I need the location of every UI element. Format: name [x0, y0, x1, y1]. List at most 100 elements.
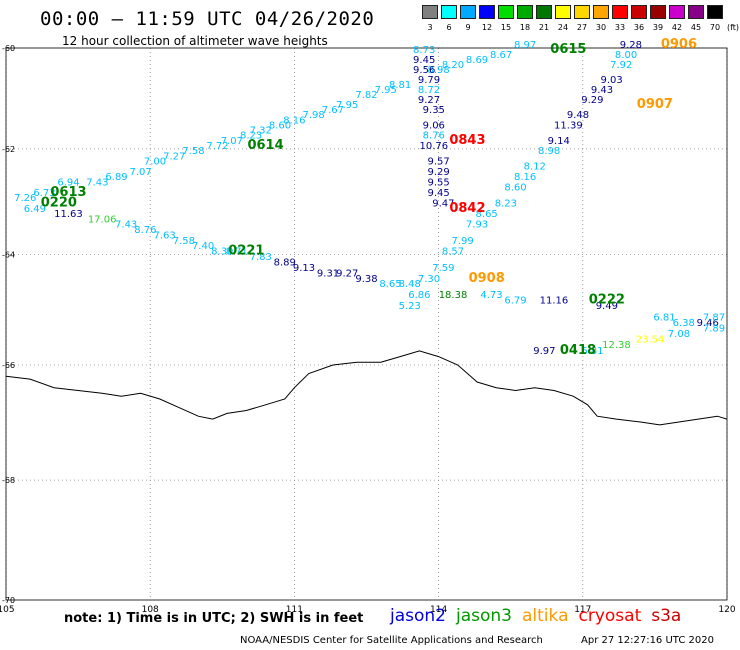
lat-label: -66 [2, 361, 15, 370]
wave-height-reading: 7.30 [418, 274, 440, 285]
wave-height-reading: 9.29 [427, 167, 449, 178]
scale-swatch-18 [517, 5, 533, 19]
wave-height-reading: 18.38 [439, 290, 468, 301]
wave-height-reading: 7.43 [86, 177, 108, 188]
scale-label-3: 3 [427, 23, 433, 32]
wave-height-reading: 7.40 [192, 241, 214, 252]
wave-height-reading: 7.95 [336, 100, 358, 111]
wave-height-reading: 9.29 [581, 95, 603, 106]
wave-height-reading: 6.94 [57, 177, 79, 188]
wave-height-reading: 8.98 [538, 146, 560, 157]
wave-height-reading: 6.73 [33, 188, 55, 199]
scale-label-45: 45 [690, 23, 702, 32]
wave-height-reading: 7.58 [182, 146, 204, 157]
lat-label: -60 [2, 44, 15, 53]
pass-time-label: 0906 [661, 37, 697, 52]
lon-label: 105 [0, 605, 15, 615]
scale-swatch-6 [441, 5, 457, 19]
wave-height-reading: 8.98 [427, 65, 449, 76]
scale-label-18: 18 [519, 23, 531, 32]
scale-swatch-30 [593, 5, 609, 19]
wave-height-reading: 7.07 [129, 167, 151, 178]
wave-height-reading: 12.38 [602, 340, 631, 351]
wave-height-reading: 9.57 [427, 156, 449, 167]
coastline-path [5, 350, 728, 426]
pass-time-label: 0615 [550, 42, 586, 57]
satellite-altika: altika [522, 606, 569, 626]
pass-time-label: 0221 [228, 244, 264, 259]
pass-time-label: 0222 [589, 293, 625, 308]
wave-height-reading: 9.35 [423, 105, 445, 116]
wave-height-reading: 6.38 [673, 318, 695, 329]
pass-time-label: 0843 [449, 133, 485, 148]
pass-time-label: 0907 [637, 97, 673, 112]
wave-height-reading: 7.26 [14, 193, 36, 204]
scale-swatch-24 [555, 5, 571, 19]
scale-label-27: 27 [576, 23, 588, 32]
wave-height-reading: 9.28 [620, 40, 642, 51]
wave-height-reading: 7.58 [173, 236, 195, 247]
wave-height-reading: 8.76 [423, 131, 445, 142]
wave-height-reading: 7.83 [250, 252, 272, 263]
wave-height-reading: 8.48 [399, 279, 421, 290]
satellite-cryosat: cryosat [578, 606, 642, 626]
wave-height-reading: 8.65 [379, 279, 401, 290]
wave-height-reading: 7.93 [466, 220, 488, 231]
wave-height-reading: 8.81 [389, 80, 411, 91]
wave-height-reading: 8.60 [504, 183, 526, 194]
wave-height-reading: 9.27 [418, 95, 440, 106]
scale-unit: (ft) [726, 23, 740, 32]
satellite-jason2: jason2 [390, 606, 446, 626]
wave-height-reading: 6.49 [24, 204, 46, 215]
wave-height-reading: 8.72 [418, 85, 440, 96]
map-frame [5, 47, 728, 601]
wave-height-reading: 9.27 [336, 268, 358, 279]
scale-label-30: 30 [595, 23, 607, 32]
scale-swatch-27 [574, 5, 590, 19]
lon-label: 111 [286, 605, 303, 615]
wave-height-reading: 6.81 [653, 312, 675, 323]
scale-label-12: 12 [481, 23, 493, 32]
scale-swatch-45 [688, 5, 704, 19]
wave-height-reading: 8.20 [442, 60, 464, 71]
wave-height-reading: 8.23 [240, 131, 262, 142]
lat-lon-grid [5, 47, 728, 601]
lon-label: 114 [430, 605, 447, 615]
wave-height-reading: 9.14 [548, 136, 570, 147]
wave-height-reading: 7.98 [302, 110, 324, 121]
wave-height-reading: 9.13 [293, 263, 315, 274]
credit-line: NOAA/NESDIS Center for Satellite Applica… [240, 635, 543, 646]
lat-label: -70 [2, 596, 15, 605]
scale-label-39: 39 [652, 23, 664, 32]
wave-height-reading: 6.81 [581, 346, 603, 357]
wave-height-reading: 8.16 [283, 115, 305, 126]
lon-label: 108 [142, 605, 159, 615]
wave-height-reading: 7.08 [668, 329, 690, 340]
wave-height-reading: 8.69 [466, 55, 488, 66]
wave-height-reading: 8.12 [524, 162, 546, 173]
wave-height-reading: 9.38 [355, 274, 377, 285]
scale-swatch-12 [479, 5, 495, 19]
wave-height-reading: 9.45 [413, 55, 435, 66]
scale-swatch-70 [707, 5, 723, 19]
antarctic-coastline [5, 350, 728, 426]
wave-height-reading: 8.60 [269, 120, 291, 131]
wave-height-reading: 7.95 [375, 85, 397, 96]
pass-time-label: 0842 [449, 201, 485, 216]
wave-height-reading: 9.43 [591, 85, 613, 96]
wave-height-reading: 17.06 [88, 214, 117, 225]
pass-time-label: 0220 [41, 195, 77, 210]
wave-height-reading: 7.63 [153, 230, 175, 241]
satellite-jason3: jason3 [456, 606, 512, 626]
satellite-s3a: s3a [651, 606, 682, 626]
wave-height-readings: 6.737.266.94 7.436.89 7.077.007.277.58 7.72… [14, 40, 725, 357]
wave-height-reading: 9.55 [427, 177, 449, 188]
wave-height-reading: 9.48 [567, 110, 589, 121]
units-note: note: 1) Time is in UTC; 2) SWH is in fe… [64, 611, 364, 626]
wave-height-reading: 7.92 [610, 60, 632, 71]
lon-label: 120 [718, 605, 735, 615]
scale-swatch-21 [536, 5, 552, 19]
wave-height-reading: 8.76 [134, 225, 156, 236]
wave-height-reading: 11.39 [554, 120, 583, 131]
